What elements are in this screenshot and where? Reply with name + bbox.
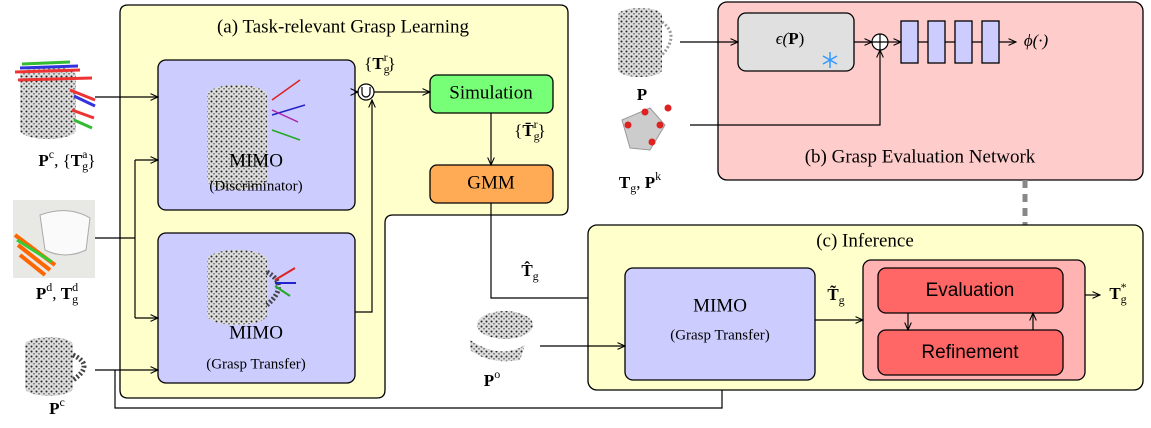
math-label: Pc, {Tga}	[38, 147, 95, 173]
math-part: ,	[636, 173, 645, 192]
mimo-name: MIMO	[229, 322, 283, 343]
math-part: T̃	[827, 284, 839, 304]
cup-points	[207, 85, 267, 105]
math-label: P	[637, 85, 647, 104]
math-part: T	[1109, 284, 1121, 303]
panel-title: (a) Task-relevant Grasp Learning	[217, 16, 470, 37]
input-mug-image	[25, 337, 84, 396]
math-part: T	[71, 151, 83, 170]
mimo-name: MIMO	[229, 150, 283, 171]
math-label: {Tgr}	[364, 50, 396, 76]
simulation-label: Simulation	[449, 82, 533, 103]
evaluation-label: Evaluation	[926, 280, 1015, 301]
math-label: ϕ(·)	[1024, 31, 1049, 50]
math-label: Tg*	[1109, 280, 1126, 306]
math-part: P	[38, 151, 48, 170]
math-part: P	[36, 284, 46, 303]
math-part: }	[87, 151, 95, 170]
math-part: P	[645, 173, 655, 192]
math-part: P	[637, 85, 647, 104]
math-part: g	[533, 269, 539, 283]
math-label: Po	[484, 367, 500, 390]
math-part: P	[49, 399, 59, 418]
input-demo-image	[13, 200, 95, 278]
mimo-role: (Grasp Transfer)	[206, 356, 306, 372]
diagram: (a) Task-relevant Grasp Learning MIMO (D…	[0, 0, 1151, 428]
math-part: ,	[52, 284, 61, 303]
math-label: Pc	[49, 395, 65, 418]
panel-title: (b) Grasp Evaluation Network	[805, 146, 1036, 167]
math-part: g	[839, 293, 845, 307]
math-label: ϵ(P)	[776, 29, 805, 48]
partial-pointcloud-image	[470, 311, 533, 361]
math-part: *	[1121, 280, 1127, 294]
math-part: o	[494, 367, 500, 381]
math-part: P	[484, 371, 494, 390]
mimo-box	[625, 268, 815, 380]
math-label: {T̄gr}	[514, 117, 546, 143]
input-cup-image	[15, 62, 95, 139]
gmm-label: GMM	[467, 172, 515, 193]
hand-image	[622, 105, 672, 151]
math-part: , {	[54, 151, 71, 170]
math-part: T	[372, 54, 384, 73]
math-part: }	[388, 54, 396, 73]
math-label: Pd, Tgd	[36, 280, 78, 306]
math-part: }	[538, 121, 546, 140]
math-part: g	[72, 292, 78, 306]
math-part: k	[655, 169, 661, 183]
cup-points	[207, 95, 267, 190]
math-part: T̂	[521, 261, 533, 280]
math-part: P	[788, 29, 798, 48]
math-part: T	[619, 173, 631, 192]
mimo-role: (Discriminator)	[209, 178, 302, 194]
math-label: T̂g	[521, 261, 538, 283]
math-part: d	[72, 280, 78, 294]
mug-image	[618, 8, 671, 77]
refinement-label: Refinement	[921, 342, 1019, 363]
math-part: {	[514, 121, 522, 140]
math-part: )	[799, 29, 805, 48]
panel-title: (c) Inference	[816, 230, 914, 251]
mimo-role: (Grasp Transfer)	[670, 327, 770, 343]
math-part: ϕ(·)	[1024, 31, 1049, 50]
math-part: T	[61, 284, 73, 303]
mug-points	[207, 250, 267, 270]
math-label: Tg, Pk	[619, 169, 661, 195]
math-part: {	[364, 54, 372, 73]
math-part: T̄	[522, 121, 534, 140]
mimo-name: MIMO	[693, 295, 747, 316]
math-part: g	[1121, 292, 1127, 306]
math-part: c	[60, 395, 65, 409]
